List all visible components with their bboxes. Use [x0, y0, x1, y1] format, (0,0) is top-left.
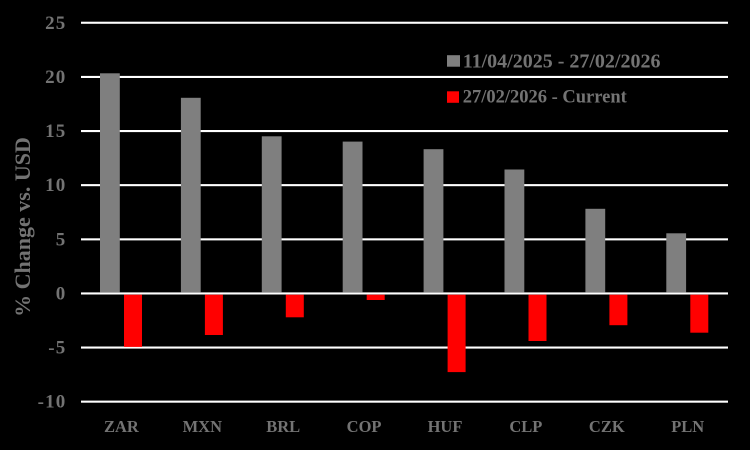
- svg-text:COP: COP: [347, 417, 382, 436]
- svg-text:-10: -10: [38, 392, 67, 413]
- svg-text:25: 25: [45, 13, 66, 34]
- svg-text:0: 0: [56, 284, 67, 305]
- svg-text:5: 5: [56, 229, 67, 250]
- svg-text:% Change vs. USD: % Change vs. USD: [10, 137, 35, 317]
- svg-text:15: 15: [45, 121, 66, 142]
- svg-text:11/04/2025 - 27/02/2026: 11/04/2025 - 27/02/2026: [463, 51, 661, 73]
- svg-text:HUF: HUF: [428, 417, 463, 436]
- svg-text:ZAR: ZAR: [104, 417, 140, 436]
- svg-text:10: 10: [45, 175, 66, 196]
- svg-text:20: 20: [45, 67, 66, 88]
- svg-text:CZK: CZK: [589, 417, 625, 436]
- svg-text:PLN: PLN: [671, 417, 704, 436]
- svg-text:BRL: BRL: [266, 417, 300, 436]
- svg-text:27/02/2026 - Current: 27/02/2026 - Current: [463, 88, 628, 108]
- svg-text:CLP: CLP: [509, 417, 542, 436]
- svg-text:-5: -5: [48, 338, 66, 359]
- svg-text:MXN: MXN: [183, 417, 222, 436]
